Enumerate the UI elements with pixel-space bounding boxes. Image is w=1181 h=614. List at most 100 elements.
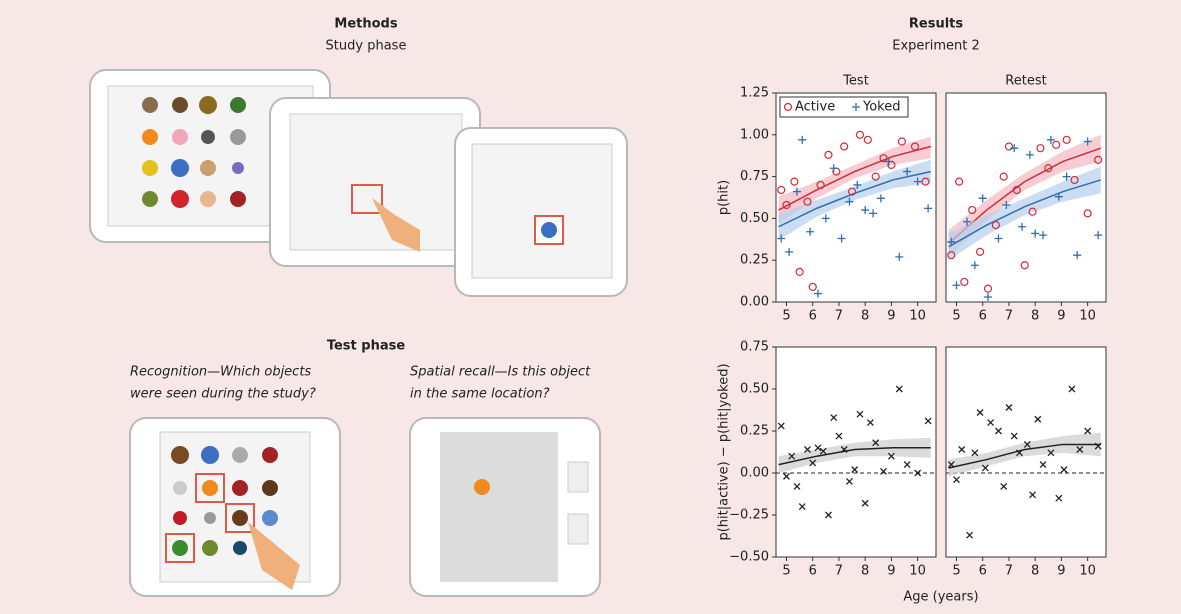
point bbox=[824, 150, 833, 159]
point bbox=[845, 477, 853, 485]
point bbox=[968, 205, 977, 215]
point bbox=[914, 469, 922, 477]
x-tick-label: 8 bbox=[861, 564, 869, 579]
point bbox=[983, 292, 992, 301]
point bbox=[835, 432, 843, 440]
point bbox=[830, 414, 838, 422]
point bbox=[1023, 440, 1031, 448]
point bbox=[958, 446, 966, 453]
point bbox=[1010, 144, 1019, 153]
point bbox=[1083, 137, 1092, 146]
point bbox=[924, 417, 932, 425]
x-tick-label: 7 bbox=[1005, 564, 1013, 579]
point bbox=[1047, 449, 1055, 457]
x-tick-label: 5 bbox=[782, 564, 790, 579]
point bbox=[1094, 155, 1103, 164]
recall-line: in the same location? bbox=[410, 387, 550, 402]
point bbox=[837, 234, 846, 243]
x-tick-label: 9 bbox=[887, 309, 895, 324]
point bbox=[952, 281, 961, 290]
point bbox=[947, 237, 956, 246]
point bbox=[1004, 142, 1014, 151]
point bbox=[1020, 261, 1029, 270]
x-tick-label: 6 bbox=[979, 309, 987, 324]
fit-line bbox=[778, 145, 931, 211]
y-tick-label: 0.25 bbox=[740, 424, 769, 439]
point bbox=[1005, 404, 1013, 411]
point bbox=[808, 282, 817, 292]
point bbox=[869, 209, 878, 218]
methods-title: Methods bbox=[334, 17, 397, 32]
x-tick-label: 9 bbox=[1057, 309, 1065, 324]
x-tick-label: 6 bbox=[809, 564, 817, 579]
study-phase: Study phase bbox=[326, 39, 407, 54]
point bbox=[804, 446, 811, 453]
point bbox=[1025, 150, 1034, 159]
point bbox=[947, 251, 956, 260]
x-tick-label: 6 bbox=[809, 309, 817, 324]
point bbox=[1073, 251, 1082, 260]
point bbox=[910, 142, 920, 151]
point bbox=[1010, 432, 1018, 440]
point bbox=[880, 467, 888, 475]
object bbox=[474, 479, 490, 495]
point bbox=[921, 177, 930, 186]
x-tick-label: 8 bbox=[861, 309, 869, 324]
point bbox=[798, 503, 806, 511]
point bbox=[855, 130, 865, 139]
x-tick-label: 7 bbox=[1005, 309, 1013, 324]
point bbox=[1083, 209, 1092, 218]
point bbox=[924, 204, 933, 213]
selected-cell bbox=[351, 184, 383, 214]
legend: Active Yoked bbox=[779, 96, 909, 118]
point bbox=[913, 177, 922, 186]
point bbox=[999, 172, 1008, 181]
point bbox=[856, 410, 864, 418]
point bbox=[1018, 222, 1027, 231]
confidence-band bbox=[778, 437, 931, 473]
point bbox=[829, 164, 838, 173]
y-tick-label: 1.25 bbox=[740, 86, 769, 101]
point bbox=[1044, 164, 1053, 173]
x-tick-label: 7 bbox=[835, 564, 843, 579]
point bbox=[895, 385, 903, 393]
test-phase: Test phase bbox=[327, 339, 406, 354]
point bbox=[783, 472, 790, 480]
point bbox=[1094, 442, 1102, 450]
point bbox=[851, 466, 859, 474]
point bbox=[1000, 482, 1008, 490]
point bbox=[987, 419, 995, 427]
point bbox=[991, 220, 1000, 230]
point bbox=[1076, 446, 1084, 453]
point bbox=[872, 439, 880, 447]
x-tick-label: 5 bbox=[952, 564, 960, 579]
point bbox=[840, 142, 849, 151]
point bbox=[903, 167, 912, 176]
legend-label: Active bbox=[795, 100, 835, 115]
point bbox=[821, 214, 830, 223]
x-tick-label: 5 bbox=[782, 309, 790, 324]
point bbox=[1062, 172, 1071, 181]
point bbox=[1062, 135, 1071, 144]
y-tick-label: −0.50 bbox=[729, 550, 769, 565]
recall-line: Spatial recall—Is this object bbox=[410, 365, 591, 380]
x-tick-label: 10 bbox=[1079, 309, 1096, 324]
point bbox=[777, 185, 786, 195]
confidence-band bbox=[948, 134, 1101, 257]
y-tick-label: 0.75 bbox=[740, 169, 769, 184]
point bbox=[962, 217, 971, 226]
point bbox=[994, 427, 1002, 435]
point bbox=[853, 180, 862, 189]
point bbox=[1034, 415, 1042, 423]
legend-box bbox=[779, 96, 909, 118]
point bbox=[790, 177, 799, 186]
results-title: Results bbox=[909, 17, 963, 32]
y-tick-label: −0.25 bbox=[729, 508, 769, 523]
x-tick-label: 7 bbox=[835, 309, 843, 324]
x-tick-label: 5 bbox=[952, 309, 960, 324]
panel-title: Test bbox=[842, 74, 869, 89]
x-tick-label: 8 bbox=[1031, 309, 1039, 324]
plot-area bbox=[945, 92, 1107, 303]
